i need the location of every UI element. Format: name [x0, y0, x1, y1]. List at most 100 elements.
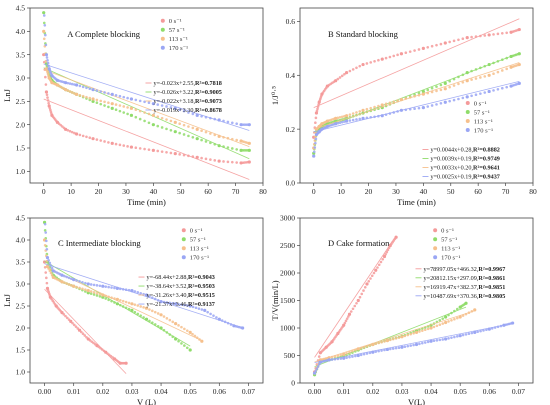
data-point: [361, 108, 365, 112]
data-point: [60, 311, 64, 315]
legend-label: 57 s⁻¹: [190, 237, 206, 244]
data-point: [314, 111, 319, 115]
data-point: [371, 342, 375, 347]
data-point: [151, 148, 155, 152]
x-tick-label: 0: [42, 187, 46, 196]
data-point-marker: [467, 332, 471, 336]
series-0: [42, 260, 128, 374]
data-point: [365, 282, 369, 286]
data-point: [429, 326, 433, 330]
data-point-marker: [483, 75, 487, 78]
legend-label: 113 s⁻¹: [169, 36, 188, 43]
legend-label: 170 s⁻¹: [190, 255, 209, 262]
data-point-marker: [121, 287, 125, 291]
data-point: [399, 97, 404, 102]
x-tick-label: 70: [232, 187, 240, 196]
data-point-marker: [47, 101, 50, 105]
data-point-marker: [127, 301, 131, 305]
data-point: [487, 73, 491, 77]
data-point-marker: [165, 331, 169, 334]
data-point: [511, 321, 515, 325]
data-point-marker: [63, 274, 66, 278]
data-point-marker: [450, 336, 453, 339]
data-point-marker: [362, 345, 366, 349]
data-point: [173, 130, 177, 134]
data-point-marker: [204, 130, 208, 134]
data-point: [394, 235, 398, 239]
data-point-marker: [470, 309, 474, 313]
data-point-marker: [476, 330, 479, 334]
x-tick-label: 0.04: [425, 387, 438, 396]
data-point-marker: [42, 21, 46, 25]
plot-frame: [29, 217, 264, 384]
data-point-marker: [470, 69, 473, 73]
legend-marker: [160, 36, 165, 41]
data-point-marker: [439, 42, 443, 46]
data-point-marker: [47, 258, 50, 262]
equation-text: y=-0.022x+3.18,: [153, 98, 195, 105]
data-point-marker: [351, 355, 354, 358]
data-point-marker: [226, 321, 230, 325]
data-point-marker: [235, 148, 238, 151]
data-point-marker: [118, 104, 122, 107]
data-point-marker: [413, 49, 416, 52]
data-point-marker: [197, 307, 201, 310]
r-squared: R²=0.9851: [478, 284, 505, 291]
y-tick-label: 1.5: [16, 144, 26, 153]
data-point-marker: [230, 147, 234, 150]
equation-text: y=-0.019x+3.30,: [153, 107, 195, 114]
x-tick-label: 50: [177, 187, 185, 196]
x-tick-label: 60: [204, 187, 212, 196]
data-point-marker: [369, 277, 372, 280]
data-point: [421, 106, 425, 110]
data-point-marker: [178, 131, 181, 135]
data-point-marker: [336, 121, 340, 125]
data-point-marker: [198, 338, 201, 341]
data-point-marker: [455, 335, 459, 338]
legend-label: 0 s⁻¹: [190, 228, 203, 235]
data-point: [444, 337, 448, 341]
data-point-marker: [505, 56, 508, 60]
data-point: [159, 300, 163, 304]
data-point: [44, 53, 49, 57]
data-point: [124, 361, 128, 365]
data-point-marker: [185, 346, 189, 350]
data-point-marker: [381, 257, 385, 261]
data-point-marker: [107, 101, 110, 105]
data-point-marker: [66, 89, 70, 92]
data-point-marker: [235, 138, 238, 142]
data-point-marker: [148, 319, 151, 323]
data-point-marker: [470, 78, 473, 81]
data-point-marker: [89, 290, 93, 293]
data-point-marker: [187, 134, 190, 138]
fit-equation: y=-21.37x+3.46,R²=0.9137: [147, 301, 215, 308]
data-point-marker: [171, 335, 175, 339]
data-point-marker: [183, 327, 186, 331]
legend-label: 0 s⁻¹: [474, 100, 487, 107]
data-point-marker: [43, 23, 47, 27]
data-point-marker: [226, 160, 230, 164]
r-squared: R²=0.9515: [188, 292, 215, 299]
y-tick-label: 1000: [280, 324, 295, 333]
data-point-marker: [338, 121, 342, 124]
data-point-marker: [81, 280, 84, 284]
data-point: [465, 71, 469, 75]
data-point: [361, 116, 365, 120]
data-point-marker: [126, 112, 129, 116]
data-point-marker: [505, 67, 508, 71]
data-point: [334, 122, 338, 126]
fit-line: [314, 310, 475, 363]
x-tick-label: 20: [95, 187, 103, 196]
data-point-marker: [388, 347, 392, 351]
data-point: [173, 152, 177, 156]
data-point-marker: [404, 108, 408, 112]
data-point-marker: [226, 146, 230, 149]
data-point-marker: [461, 333, 465, 337]
fit-line: [314, 235, 397, 358]
data-point-marker: [104, 294, 108, 298]
x-axis-label: V(L): [408, 397, 425, 405]
data-point-marker: [421, 341, 424, 345]
fit-equation: y=-0.022x+3.18,R²=0.9073: [153, 98, 221, 105]
data-point: [64, 81, 68, 85]
data-point-marker: [147, 112, 151, 116]
